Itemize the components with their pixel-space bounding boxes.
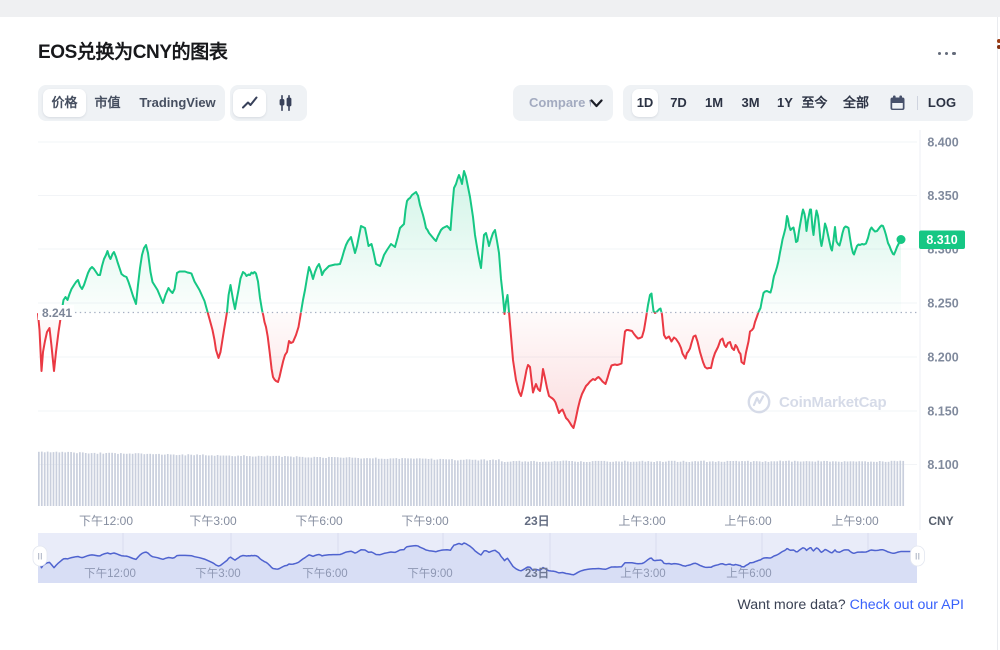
svg-text:8.350: 8.350: [927, 189, 958, 203]
svg-text:CoinMarketCap: CoinMarketCap: [779, 394, 886, 411]
svg-text:8.310: 8.310: [926, 233, 957, 247]
svg-text:上午3:00: 上午3:00: [620, 567, 665, 580]
svg-text:8.200: 8.200: [927, 351, 958, 365]
svg-text:8.400: 8.400: [927, 136, 958, 150]
svg-text:下午6:00: 下午6:00: [295, 514, 343, 528]
svg-text:下午6:00: 下午6:00: [302, 567, 347, 580]
svg-text:23日: 23日: [525, 567, 549, 580]
svg-text:8.100: 8.100: [927, 458, 958, 472]
svg-text:8.241: 8.241: [42, 306, 72, 320]
svg-text:下午12:00: 下午12:00: [84, 567, 136, 580]
svg-text:CNY: CNY: [928, 514, 953, 528]
svg-text:23日: 23日: [524, 514, 549, 528]
svg-text:下午12:00: 下午12:00: [79, 514, 133, 528]
svg-text:上午6:00: 上午6:00: [724, 514, 772, 528]
svg-text:上午3:00: 上午3:00: [618, 514, 666, 528]
svg-text:下午3:00: 下午3:00: [195, 567, 240, 580]
svg-text:下午3:00: 下午3:00: [189, 514, 237, 528]
svg-text:8.150: 8.150: [927, 405, 958, 419]
svg-text:Want more data? Check out our: Want more data? Check out our API: [737, 597, 964, 613]
svg-text:下午9:00: 下午9:00: [407, 567, 452, 580]
svg-text:下午9:00: 下午9:00: [401, 514, 449, 528]
svg-text:上午9:00: 上午9:00: [831, 514, 879, 528]
svg-text:8.250: 8.250: [927, 297, 958, 311]
svg-text:上午6:00: 上午6:00: [726, 567, 771, 580]
